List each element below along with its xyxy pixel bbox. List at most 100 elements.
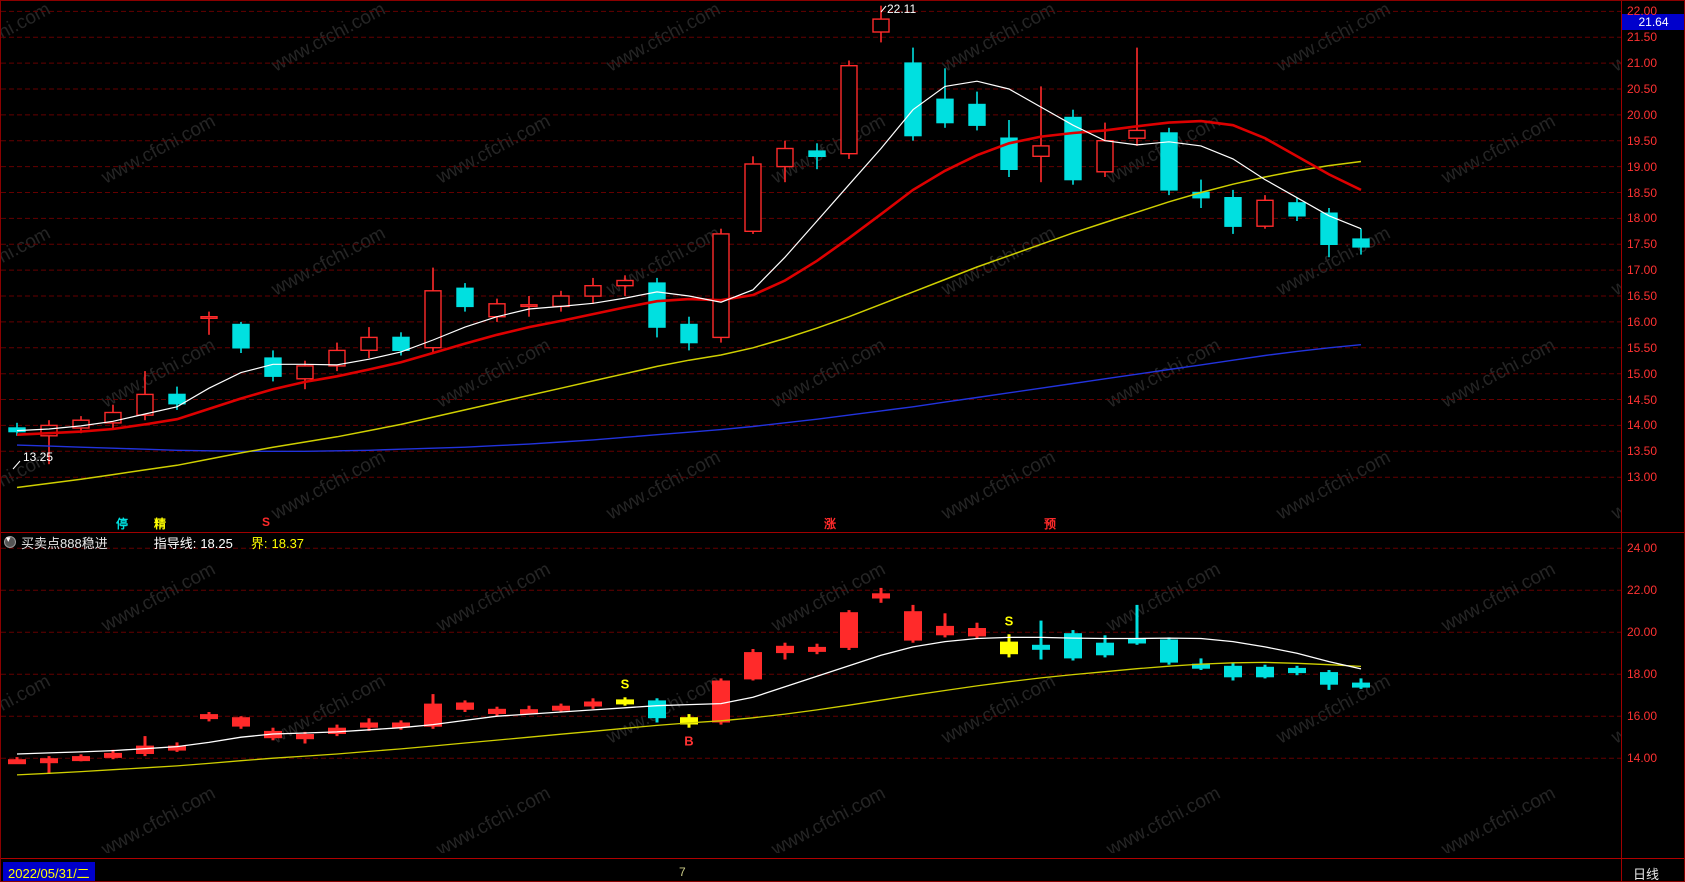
signal-marker-B: B bbox=[684, 734, 693, 749]
indicator-body bbox=[392, 722, 410, 728]
axis-tick-label: 17.50 bbox=[1627, 237, 1658, 251]
axis-tick-label: 16.00 bbox=[1627, 709, 1658, 723]
axis-tick-label: 20.00 bbox=[1627, 625, 1658, 639]
axis-tick-label: 20.50 bbox=[1627, 82, 1658, 96]
axis-tick-label: 18.00 bbox=[1627, 667, 1658, 681]
candle-body bbox=[808, 150, 826, 158]
indicator-body bbox=[488, 708, 506, 714]
indicator-body bbox=[1256, 666, 1274, 678]
indicator-body bbox=[1288, 667, 1306, 674]
guide-line-指导线 bbox=[16, 636, 1362, 755]
last-price-badge: 21.64 bbox=[1622, 14, 1684, 30]
indicator-body bbox=[872, 593, 890, 599]
candle-body bbox=[1128, 129, 1146, 139]
axis-tick-label: 22.00 bbox=[1627, 4, 1658, 18]
indicator-body bbox=[1064, 633, 1082, 659]
indicator-body bbox=[584, 701, 602, 707]
indicator-body bbox=[424, 703, 442, 727]
candle-body bbox=[552, 295, 570, 308]
indicator-body bbox=[680, 717, 698, 725]
indicator-body bbox=[72, 756, 90, 762]
param-guideline-label: 指导线: bbox=[153, 535, 197, 551]
candle-body bbox=[456, 287, 474, 308]
indicator-body bbox=[1096, 642, 1114, 656]
indicator-body bbox=[136, 745, 154, 754]
ma-line-ma-white bbox=[16, 80, 1362, 432]
candle-body bbox=[104, 411, 122, 424]
indicator-body bbox=[8, 759, 26, 765]
axis-tick-label: 20.00 bbox=[1627, 108, 1658, 122]
indicator-body bbox=[232, 717, 250, 727]
period-label[interactable]: 日线 bbox=[1633, 867, 1660, 882]
candle-body bbox=[136, 393, 154, 416]
price-annotation: 22.11 bbox=[887, 2, 917, 16]
indicator-body bbox=[1032, 644, 1050, 650]
bar-count-label: 7 bbox=[679, 865, 686, 879]
axis-tick-label: 19.50 bbox=[1627, 134, 1658, 148]
indicator-body bbox=[104, 752, 122, 758]
candle-body bbox=[392, 336, 410, 351]
event-marker-停: 停 bbox=[116, 517, 129, 531]
candle-body bbox=[520, 304, 538, 308]
candle-body bbox=[40, 424, 58, 437]
indicator-body bbox=[520, 709, 538, 715]
indicator-body bbox=[328, 727, 346, 734]
candle-body bbox=[936, 98, 954, 124]
indicator-chart[interactable]: S B S bbox=[1, 544, 1621, 852]
date-label: 2022/05/31/二 bbox=[3, 862, 95, 881]
candle-body bbox=[680, 323, 698, 344]
indicator-collapse-icon[interactable] bbox=[4, 534, 16, 548]
indicator-body bbox=[1128, 638, 1146, 644]
footer-divider bbox=[1621, 859, 1622, 881]
axis-tick-label: 17.00 bbox=[1627, 263, 1658, 277]
param-guideline-value: 18.25 bbox=[200, 535, 233, 551]
candle-body bbox=[168, 393, 186, 405]
annotation-pointer bbox=[880, 5, 887, 13]
status-bar: 2022/05/31/二 7 日线 bbox=[1, 858, 1684, 882]
indicator-title[interactable]: 买卖点888稳进 bbox=[21, 535, 108, 551]
indicator-body bbox=[1352, 682, 1370, 688]
indicator-body bbox=[648, 700, 666, 719]
indicator-body bbox=[40, 758, 58, 764]
candle-body bbox=[1288, 202, 1306, 217]
event-marker-涨: 涨 bbox=[824, 517, 837, 531]
candle-body bbox=[1256, 199, 1274, 227]
indicator-header: 买卖点888稳进 指导线:18.25 界:18.37 bbox=[1, 533, 1201, 551]
axis-tick-label: 14.00 bbox=[1627, 418, 1658, 432]
ma-line-ma-blue bbox=[16, 344, 1362, 452]
candle-body bbox=[744, 163, 762, 233]
event-marker-精: 精 bbox=[154, 517, 167, 531]
candle-body bbox=[232, 323, 250, 349]
candle-body bbox=[1096, 139, 1114, 173]
indicator-body bbox=[712, 680, 730, 723]
candle-body bbox=[968, 103, 986, 126]
indicator-body bbox=[808, 646, 826, 652]
indicator-body bbox=[168, 745, 186, 751]
axis-tick-label: 16.00 bbox=[1627, 315, 1658, 329]
indicator-body bbox=[1000, 641, 1018, 655]
event-marker-S: S bbox=[262, 515, 271, 529]
indicator-body bbox=[936, 625, 954, 636]
axis-tick-label: 14.00 bbox=[1627, 751, 1658, 765]
axis-tick-label: 18.00 bbox=[1627, 211, 1658, 225]
indicator-body bbox=[552, 705, 570, 711]
candle-body bbox=[72, 419, 90, 429]
panel-divider bbox=[1, 532, 1684, 533]
main-price-chart[interactable] bbox=[1, 1, 1621, 516]
candle-body bbox=[904, 62, 922, 137]
axis-tick-label: 18.50 bbox=[1627, 186, 1658, 200]
candle-body bbox=[296, 365, 314, 380]
candle-body bbox=[1224, 196, 1242, 227]
axis-tick-label: 21.00 bbox=[1627, 56, 1658, 70]
axis-tick-label: 16.50 bbox=[1627, 289, 1658, 303]
axis-tick-label: 13.50 bbox=[1627, 444, 1658, 458]
candle-body bbox=[648, 282, 666, 328]
axis-tick-label: 21.50 bbox=[1627, 30, 1658, 44]
event-marker-预: 预 bbox=[1044, 517, 1057, 531]
indicator-param-guideline: 指导线: 18.25 bbox=[154, 533, 233, 552]
candle-body bbox=[1320, 212, 1338, 245]
indicator-body bbox=[968, 628, 986, 637]
price-axis: 21.64 22.00 21.50 21.00 20.50 20.00 19.50 19.0… bbox=[1621, 1, 1684, 858]
